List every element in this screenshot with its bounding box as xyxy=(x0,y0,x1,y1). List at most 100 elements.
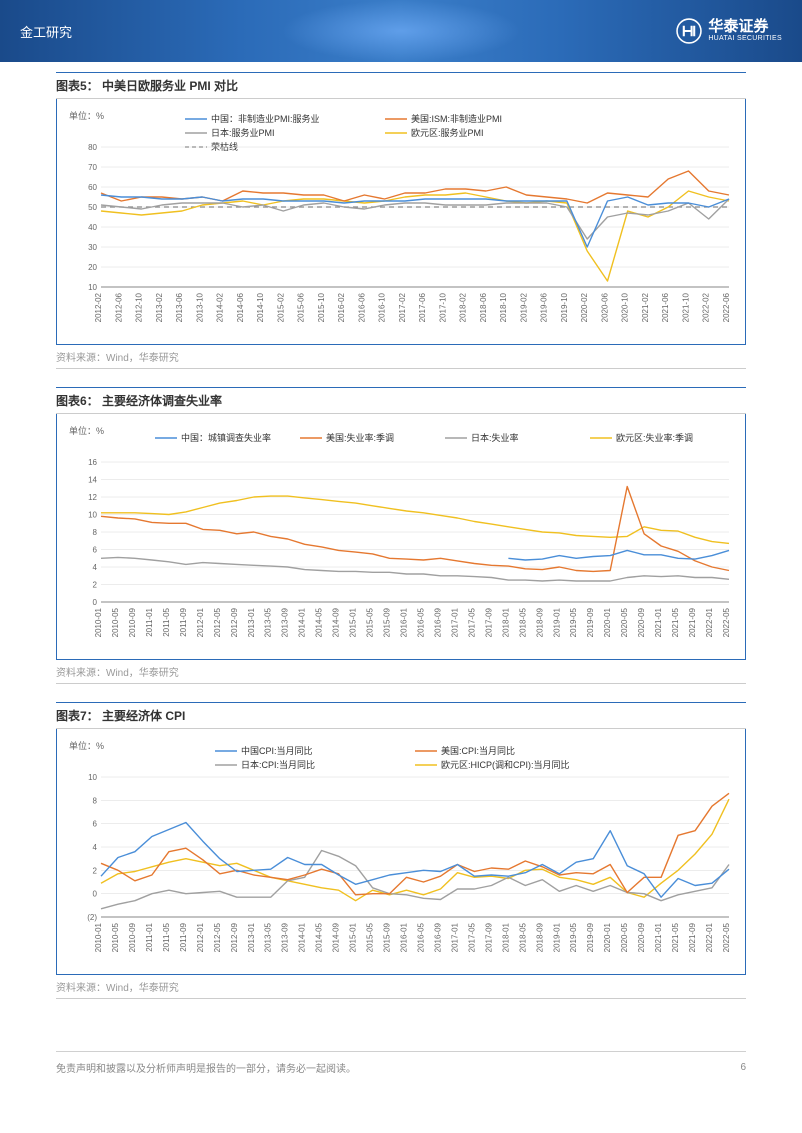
svg-text:2014-01: 2014-01 xyxy=(298,607,307,637)
svg-text:0: 0 xyxy=(93,598,98,607)
svg-text:2014-01: 2014-01 xyxy=(298,922,307,952)
svg-text:6: 6 xyxy=(93,820,98,829)
svg-text:2019-09: 2019-09 xyxy=(586,607,595,637)
svg-text:2014-06: 2014-06 xyxy=(236,292,245,322)
svg-text:12: 12 xyxy=(88,493,97,502)
svg-text:2021-05: 2021-05 xyxy=(671,607,680,637)
svg-text:荣枯线: 荣枯线 xyxy=(211,141,238,152)
svg-text:2017-02: 2017-02 xyxy=(398,292,407,322)
svg-text:2016-02: 2016-02 xyxy=(337,292,346,322)
svg-text:2011-09: 2011-09 xyxy=(179,607,188,636)
svg-text:2012-09: 2012-09 xyxy=(230,607,239,637)
svg-text:2022-01: 2022-01 xyxy=(705,607,714,637)
svg-text:2015-02: 2015-02 xyxy=(276,292,285,322)
svg-text:2013-05: 2013-05 xyxy=(264,922,273,952)
chart5-block: 图表5： 中美日欧服务业 PMI 对比 单位：%中国：非制造业PMI:服务业美国… xyxy=(56,72,746,369)
svg-text:中国：城镇调查失业率: 中国：城镇调查失业率 xyxy=(181,432,271,443)
svg-text:0: 0 xyxy=(93,890,98,899)
svg-text:2019-05: 2019-05 xyxy=(569,922,578,952)
svg-text:10: 10 xyxy=(88,511,97,520)
svg-text:2016-10: 2016-10 xyxy=(378,292,387,322)
svg-text:16: 16 xyxy=(88,458,97,467)
svg-text:2014-10: 2014-10 xyxy=(256,292,265,322)
svg-text:2019-01: 2019-01 xyxy=(552,607,561,637)
svg-text:2019-06: 2019-06 xyxy=(540,292,549,322)
svg-text:日本:服务业PMI: 日本:服务业PMI xyxy=(211,127,275,138)
svg-text:2013-02: 2013-02 xyxy=(155,292,164,322)
svg-text:2015-06: 2015-06 xyxy=(297,292,306,322)
svg-text:单位：%: 单位：% xyxy=(69,740,104,751)
svg-text:2018-02: 2018-02 xyxy=(459,292,468,322)
svg-text:2016-06: 2016-06 xyxy=(357,292,366,322)
chart6-title: 图表6： 主要经济体调查失业率 xyxy=(56,387,746,414)
svg-text:2012-05: 2012-05 xyxy=(213,607,222,637)
svg-text:美国:CPI:当月同比: 美国:CPI:当月同比 xyxy=(441,745,515,756)
chart5-source: 资料来源：Wind，华泰研究 xyxy=(56,345,746,369)
svg-text:2019-09: 2019-09 xyxy=(586,922,595,952)
brand-cn: 华泰证券 xyxy=(708,19,782,36)
svg-text:2022-06: 2022-06 xyxy=(722,292,731,322)
svg-text:2021-05: 2021-05 xyxy=(671,922,680,952)
svg-text:10: 10 xyxy=(88,283,97,292)
svg-text:2016-05: 2016-05 xyxy=(416,607,425,637)
chart5-title: 图表5： 中美日欧服务业 PMI 对比 xyxy=(56,72,746,99)
footer: 免责声明和披露以及分析师声明是报告的一部分，请务必一起阅读。 6 xyxy=(0,1052,802,1093)
svg-text:2022-02: 2022-02 xyxy=(702,292,711,322)
chart6-box: 单位：%中国：城镇调查失业率美国:失业率:季调日本:失业率欧元区:失业率:季调0… xyxy=(56,414,746,660)
content: 图表5： 中美日欧服务业 PMI 对比 单位：%中国：非制造业PMI:服务业美国… xyxy=(0,62,802,1037)
svg-text:4: 4 xyxy=(93,563,98,572)
disclaimer: 免责声明和披露以及分析师声明是报告的一部分，请务必一起阅读。 xyxy=(56,1060,356,1075)
svg-text:2018-09: 2018-09 xyxy=(535,607,544,637)
svg-text:10: 10 xyxy=(88,773,97,782)
svg-text:2014-05: 2014-05 xyxy=(315,607,324,637)
svg-text:2022-05: 2022-05 xyxy=(722,922,731,952)
svg-text:欧元区:HICP(调和CPI):当月同比: 欧元区:HICP(调和CPI):当月同比 xyxy=(441,759,570,770)
svg-text:2: 2 xyxy=(93,866,98,875)
svg-text:2012-01: 2012-01 xyxy=(196,922,205,952)
chart6-block: 图表6： 主要经济体调查失业率 单位：%中国：城镇调查失业率美国:失业率:季调日… xyxy=(56,387,746,684)
svg-text:2017-10: 2017-10 xyxy=(438,292,447,322)
svg-text:60: 60 xyxy=(88,183,97,192)
svg-text:2018-01: 2018-01 xyxy=(501,607,510,637)
svg-text:2012-09: 2012-09 xyxy=(230,922,239,952)
svg-text:2020-09: 2020-09 xyxy=(637,922,646,952)
svg-text:2021-01: 2021-01 xyxy=(654,607,663,637)
svg-text:2015-10: 2015-10 xyxy=(317,292,326,322)
svg-text:美国:失业率:季调: 美国:失业率:季调 xyxy=(326,432,394,443)
svg-text:2017-09: 2017-09 xyxy=(484,607,493,637)
chart7-box: 单位：%中国CPI:当月同比美国:CPI:当月同比日本:CPI:当月同比欧元区:… xyxy=(56,729,746,975)
svg-text:2013-05: 2013-05 xyxy=(264,607,273,637)
svg-text:30: 30 xyxy=(88,243,97,252)
svg-text:2013-10: 2013-10 xyxy=(195,292,204,322)
svg-text:2014-09: 2014-09 xyxy=(332,922,341,952)
svg-text:2019-02: 2019-02 xyxy=(519,292,528,322)
svg-text:2018-10: 2018-10 xyxy=(499,292,508,322)
svg-text:2017-01: 2017-01 xyxy=(450,922,459,952)
brand-logo: 华泰证券 HUATAI SECURITIES xyxy=(676,18,782,44)
svg-text:6: 6 xyxy=(93,546,98,555)
svg-text:2012-02: 2012-02 xyxy=(94,292,103,322)
svg-text:2018-06: 2018-06 xyxy=(479,292,488,322)
svg-text:2010-09: 2010-09 xyxy=(128,922,137,952)
svg-text:8: 8 xyxy=(93,796,98,805)
svg-text:2013-06: 2013-06 xyxy=(175,292,184,322)
svg-text:2020-02: 2020-02 xyxy=(580,292,589,322)
svg-text:20: 20 xyxy=(88,263,97,272)
svg-text:2: 2 xyxy=(93,581,98,590)
chart5-box: 单位：%中国：非制造业PMI:服务业美国:ISM:非制造业PMI日本:服务业PM… xyxy=(56,99,746,345)
svg-text:2016-09: 2016-09 xyxy=(433,607,442,637)
svg-text:2017-01: 2017-01 xyxy=(450,607,459,637)
svg-text:2020-01: 2020-01 xyxy=(603,607,612,637)
svg-text:2017-06: 2017-06 xyxy=(418,292,427,322)
svg-text:2020-10: 2020-10 xyxy=(621,292,630,322)
svg-text:2010-05: 2010-05 xyxy=(111,922,120,952)
svg-text:2011-01: 2011-01 xyxy=(145,922,154,951)
chart5-svg: 单位：%中国：非制造业PMI:服务业美国:ISM:非制造业PMI日本:服务业PM… xyxy=(65,107,739,337)
svg-text:2017-05: 2017-05 xyxy=(467,607,476,637)
svg-text:(2): (2) xyxy=(87,913,97,922)
brand-en: HUATAI SECURITIES xyxy=(708,35,782,43)
svg-text:单位：%: 单位：% xyxy=(69,425,104,436)
svg-text:2015-09: 2015-09 xyxy=(383,922,392,952)
svg-text:2016-09: 2016-09 xyxy=(433,922,442,952)
svg-text:2021-06: 2021-06 xyxy=(661,292,670,322)
